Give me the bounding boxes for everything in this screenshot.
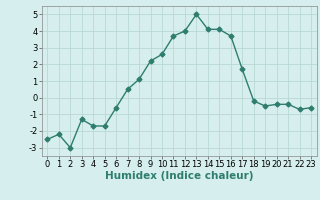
X-axis label: Humidex (Indice chaleur): Humidex (Indice chaleur) (105, 171, 253, 181)
